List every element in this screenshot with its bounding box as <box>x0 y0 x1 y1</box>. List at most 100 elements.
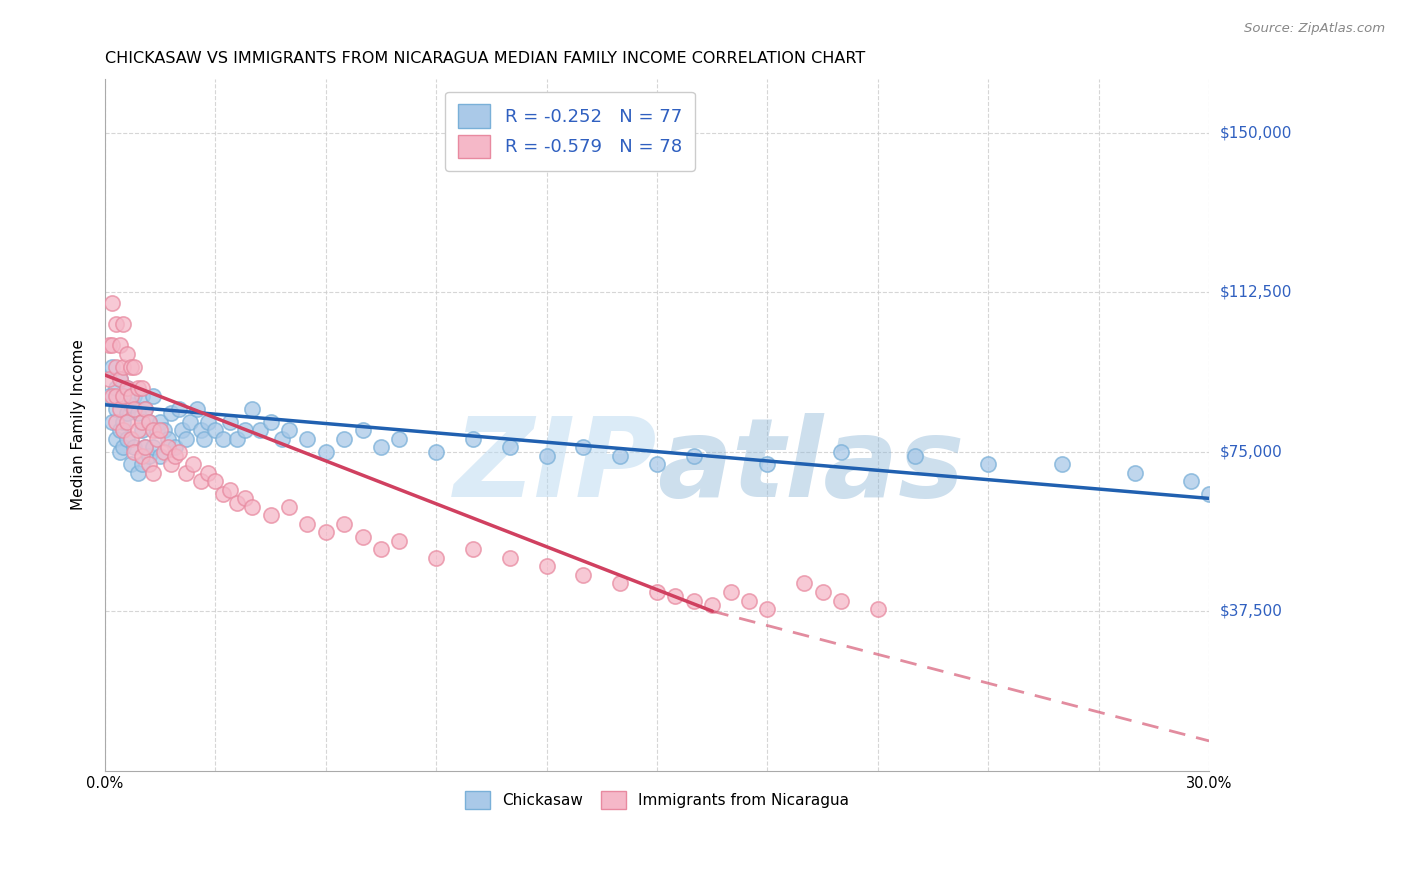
Point <box>115 381 138 395</box>
Point <box>1180 475 1202 489</box>
Point <box>105 317 128 331</box>
Point <box>830 444 852 458</box>
Point <box>112 317 135 331</box>
Point <box>115 432 138 446</box>
Point <box>131 381 153 395</box>
Point <box>315 525 337 540</box>
Point <box>112 389 135 403</box>
Point <box>197 415 219 429</box>
Point <box>127 381 149 395</box>
Point <box>145 432 167 446</box>
Point <box>101 389 124 403</box>
Point <box>108 444 131 458</box>
Point <box>682 449 704 463</box>
Point <box>127 423 149 437</box>
Point <box>142 441 165 455</box>
Point <box>108 402 131 417</box>
Point <box>297 516 319 531</box>
Point <box>108 372 131 386</box>
Point <box>131 458 153 472</box>
Point <box>149 449 172 463</box>
Point <box>240 500 263 514</box>
Point <box>190 423 212 437</box>
Point <box>702 598 724 612</box>
Point <box>120 458 142 472</box>
Point <box>105 432 128 446</box>
Point <box>120 389 142 403</box>
Point <box>297 432 319 446</box>
Point <box>370 542 392 557</box>
Point <box>105 381 128 395</box>
Point <box>153 423 176 437</box>
Point <box>270 432 292 446</box>
Text: $37,500: $37,500 <box>1220 604 1284 619</box>
Point <box>112 415 135 429</box>
Point <box>211 432 233 446</box>
Point <box>127 466 149 480</box>
Point <box>756 602 779 616</box>
Point <box>120 359 142 374</box>
Point <box>124 402 146 417</box>
Point <box>197 466 219 480</box>
Point <box>105 402 128 417</box>
Point <box>134 402 156 417</box>
Point <box>352 423 374 437</box>
Point <box>115 381 138 395</box>
Point <box>211 487 233 501</box>
Point <box>1198 487 1220 501</box>
Point <box>219 483 242 497</box>
Point <box>134 441 156 455</box>
Point <box>174 432 197 446</box>
Point <box>645 585 668 599</box>
Point <box>190 475 212 489</box>
Point <box>153 444 176 458</box>
Text: $75,000: $75,000 <box>1220 444 1282 459</box>
Point <box>499 441 522 455</box>
Point <box>278 500 301 514</box>
Point <box>101 415 124 429</box>
Point <box>112 423 135 437</box>
Text: $150,000: $150,000 <box>1220 125 1292 140</box>
Point <box>204 423 226 437</box>
Point <box>352 530 374 544</box>
Point <box>793 576 815 591</box>
Point <box>664 589 686 603</box>
Point <box>167 444 190 458</box>
Point <box>131 389 153 403</box>
Point <box>101 359 124 374</box>
Point <box>115 406 138 420</box>
Point <box>142 423 165 437</box>
Point <box>499 551 522 566</box>
Text: Source: ZipAtlas.com: Source: ZipAtlas.com <box>1244 22 1385 36</box>
Point <box>108 338 131 352</box>
Point <box>160 458 183 472</box>
Point <box>536 449 558 463</box>
Point <box>720 585 742 599</box>
Text: CHICKASAW VS IMMIGRANTS FROM NICARAGUA MEDIAN FAMILY INCOME CORRELATION CHART: CHICKASAW VS IMMIGRANTS FROM NICARAGUA M… <box>105 51 865 66</box>
Point <box>259 508 281 523</box>
Point <box>105 389 128 403</box>
Point <box>112 389 135 403</box>
Point <box>124 389 146 403</box>
Text: $112,500: $112,500 <box>1220 285 1292 300</box>
Point <box>609 449 631 463</box>
Point <box>609 576 631 591</box>
Point <box>134 402 156 417</box>
Point <box>134 441 156 455</box>
Point <box>315 444 337 458</box>
Point <box>112 441 135 455</box>
Point <box>142 389 165 403</box>
Point <box>738 593 761 607</box>
Point <box>572 568 595 582</box>
Point <box>461 432 484 446</box>
Point <box>904 449 927 463</box>
Point <box>977 458 1000 472</box>
Point <box>105 415 128 429</box>
Text: ZIP: ZIP <box>454 413 657 520</box>
Point <box>181 458 204 472</box>
Point <box>167 402 190 417</box>
Point <box>370 441 392 455</box>
Point <box>233 491 256 506</box>
Point <box>115 347 138 361</box>
Point <box>226 432 249 446</box>
